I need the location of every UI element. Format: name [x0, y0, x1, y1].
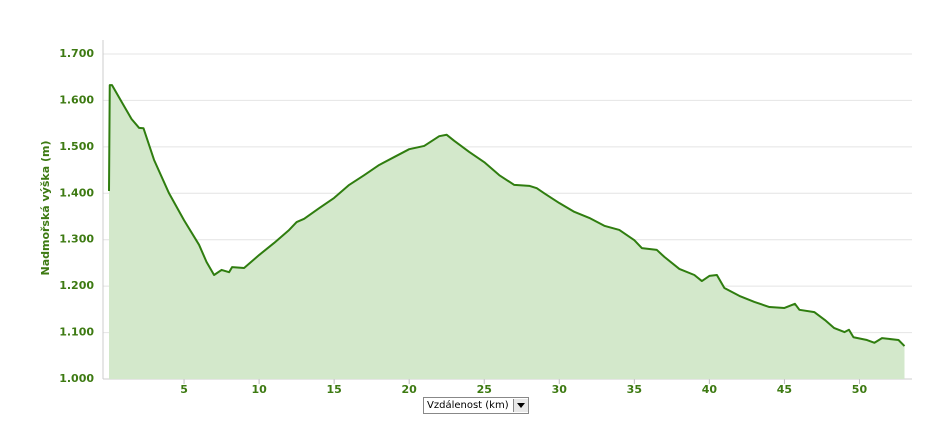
y-tick-label: 1.300 [59, 233, 94, 246]
x-tick-label: 10 [251, 383, 267, 396]
x-axis-select[interactable]: Vzdálenost (km) [423, 397, 529, 414]
x-tick-label: 35 [627, 383, 642, 396]
y-tick-label: 1.600 [59, 93, 94, 106]
x-tick-label: 45 [777, 383, 792, 396]
elevation-line [108, 84, 906, 347]
y-tick-label: 1.700 [59, 47, 94, 60]
x-tick-label: 50 [852, 383, 868, 396]
y-tick-label: 1.400 [59, 186, 94, 199]
x-tick-label: 5 [180, 383, 188, 396]
x-tick-label: 40 [702, 383, 718, 396]
x-tick-label: 25 [477, 383, 492, 396]
area-fill [109, 85, 905, 379]
x-axis-label: Vzdálenost (km) [427, 400, 509, 411]
y-tick-label: 1.200 [59, 279, 94, 292]
dropdown-arrow[interactable] [512, 399, 528, 412]
y-tick-label: 1.100 [59, 326, 94, 339]
y-tick-label: 1.000 [59, 372, 94, 385]
x-tick-label: 30 [552, 383, 568, 396]
y-axis-label: Nadmořská výška (m) [39, 140, 52, 275]
x-tick-label: 20 [402, 383, 418, 396]
y-tick-label: 1.500 [59, 140, 94, 153]
x-tick-label: 15 [326, 383, 341, 396]
